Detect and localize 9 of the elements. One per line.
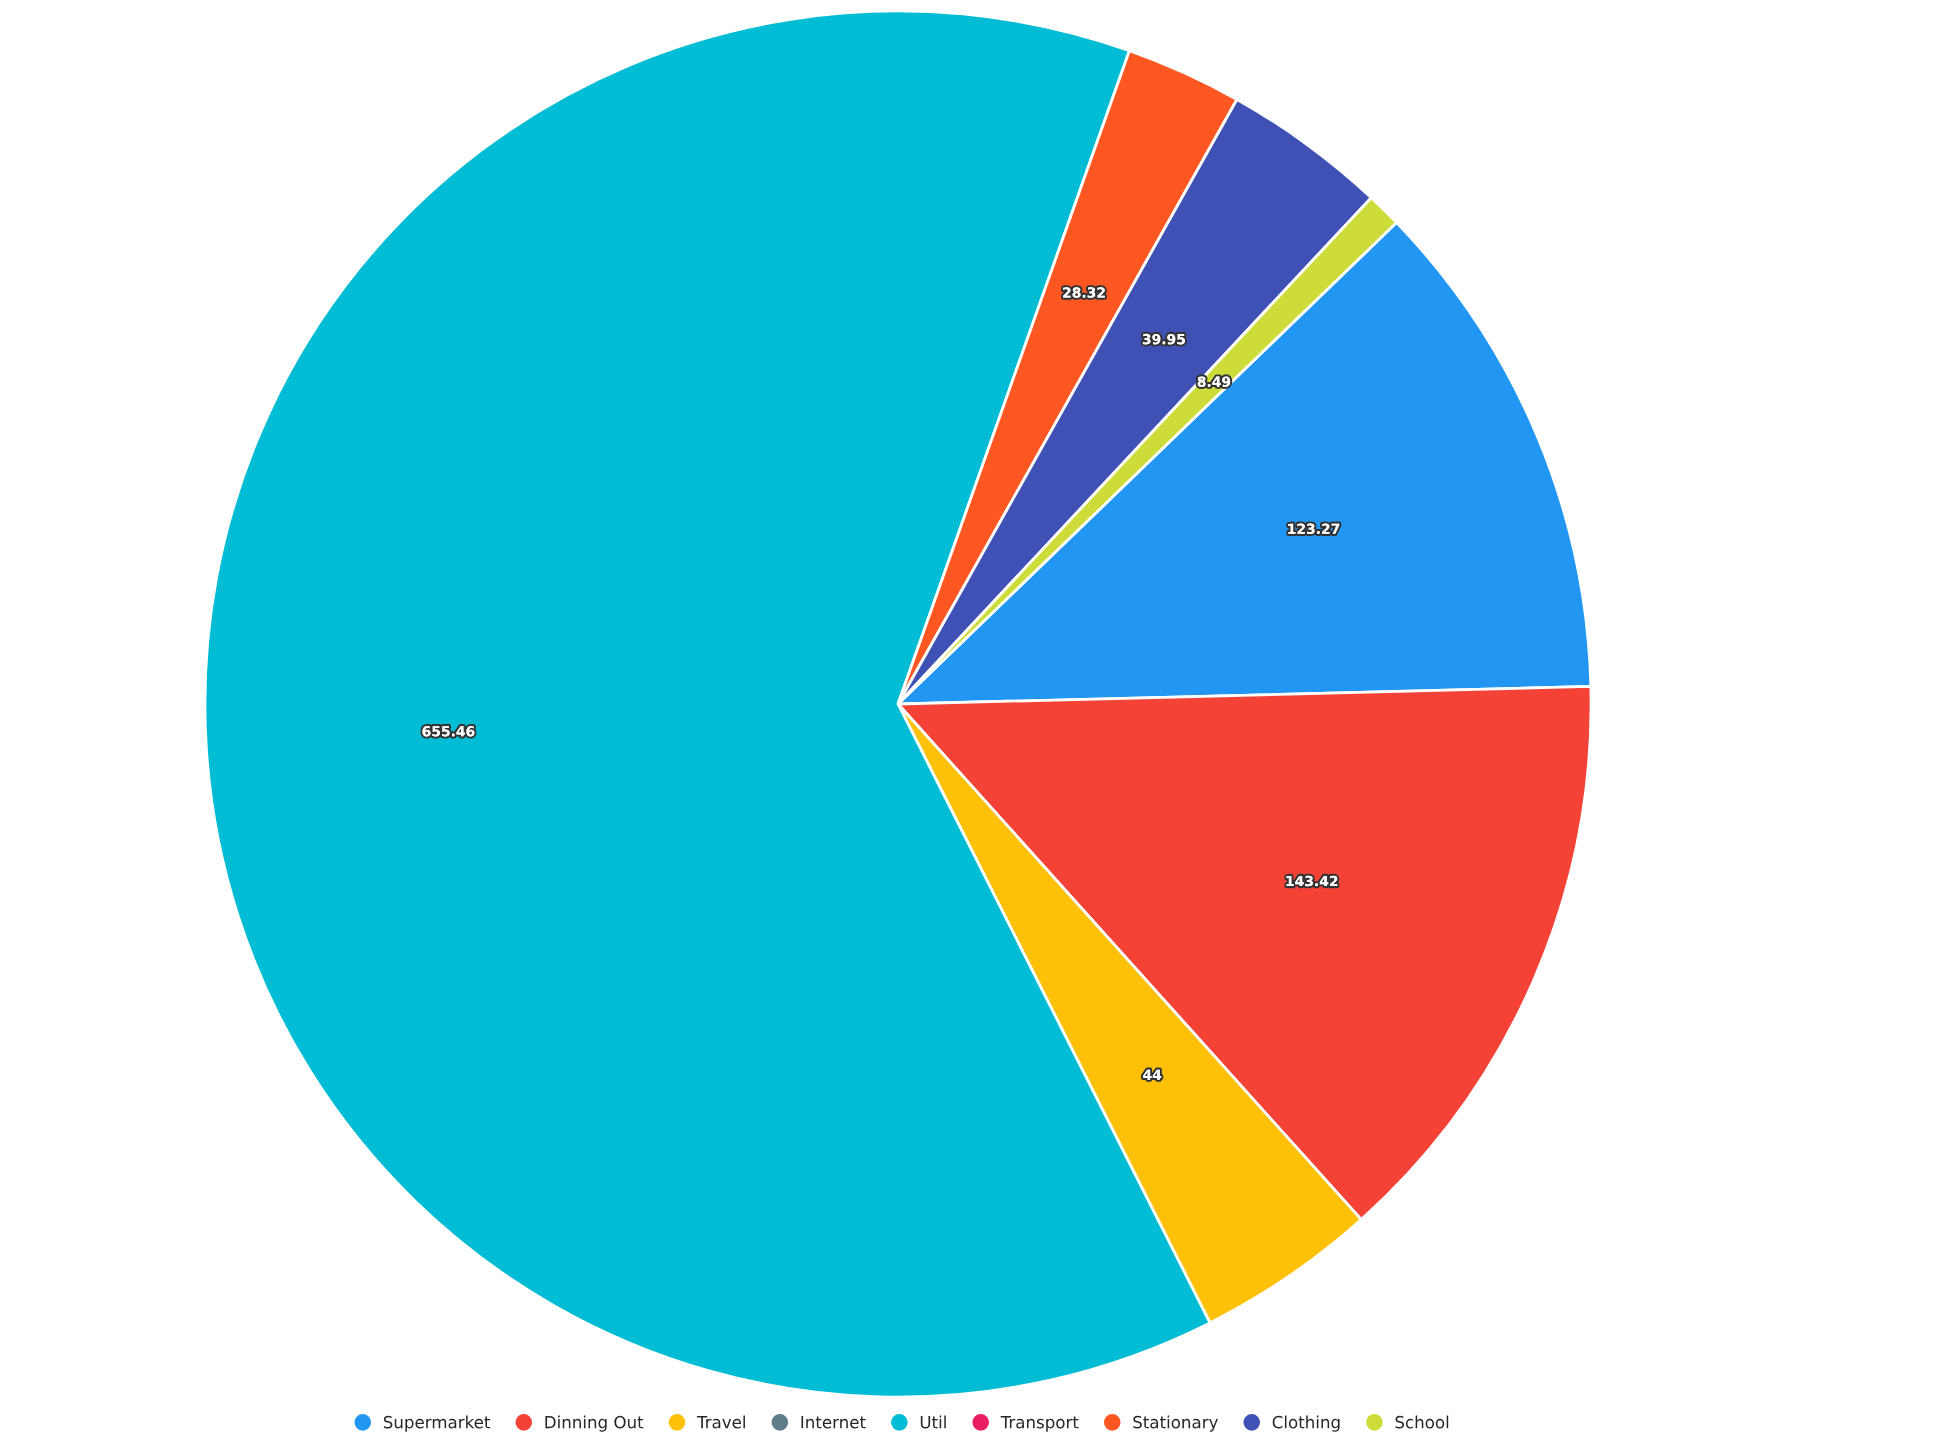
legend-label: Travel: [696, 1415, 745, 1429]
legend-label: Transport: [1000, 1416, 1079, 1432]
legend-label: Dinning Out: [545, 1415, 644, 1432]
legend-label: School: [1395, 1415, 1449, 1429]
legend-label: Internet: [801, 1416, 866, 1429]
legend-label: Supermarket: [383, 1415, 491, 1432]
legend-label: Util: [920, 1415, 946, 1429]
legend-label: Clothing: [1272, 1415, 1340, 1432]
legend-label: Stationary: [1133, 1415, 1218, 1432]
